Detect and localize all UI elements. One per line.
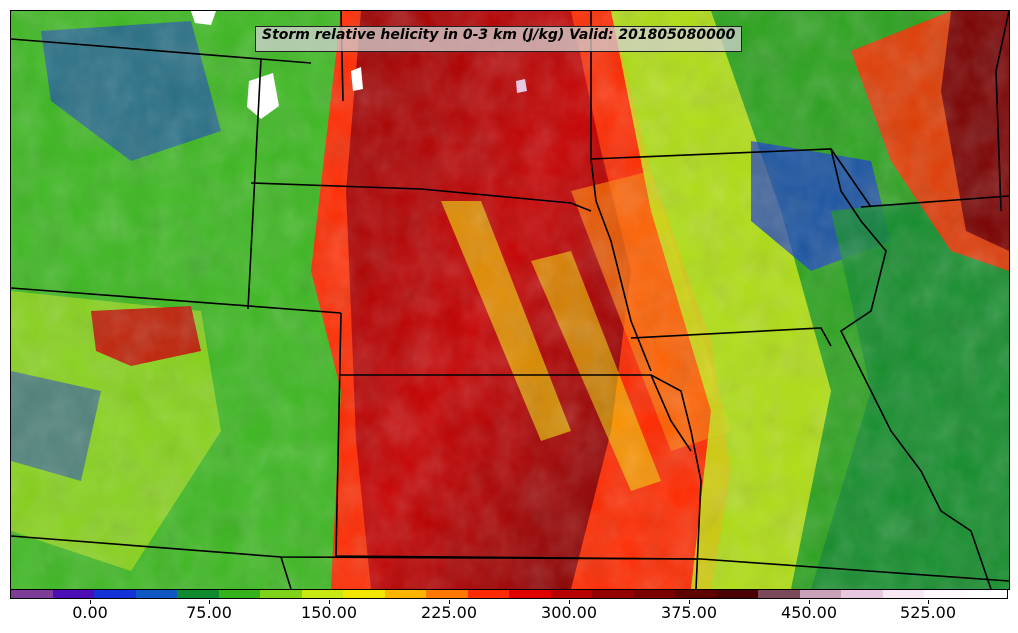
colorbar-swatch: [758, 590, 800, 598]
colorbar-swatch: [550, 590, 592, 598]
colorbar-tick-label: 75.00: [186, 603, 232, 622]
state-borders: [11, 11, 1009, 589]
colorbar-tick-label: 525.00: [900, 603, 956, 622]
spot-white-2: [516, 79, 527, 93]
border-ne-south: [339, 374, 692, 452]
colorbar-tick-mark: [689, 600, 690, 604]
colorbar-swatch: [841, 590, 883, 598]
colorbar-swatch: [592, 590, 634, 598]
border-wi-il: [860, 195, 1009, 208]
colorbar-tick-label: 450.00: [781, 603, 837, 622]
map-panel: Storm relative helicity in 0-3 km (J/kg)…: [10, 10, 1010, 590]
colorbar-swatch: [135, 590, 177, 598]
colorbar-swatch: [882, 590, 924, 598]
border-dakotas: [250, 182, 592, 212]
colorbar-swatch: [924, 590, 966, 598]
colorbar-ticks: 0.00 75.00 150.00 225.00 300.00 375.00 450.00 5…: [10, 600, 1008, 630]
colorbar-swatch: [260, 590, 302, 598]
colorbar-tick-mark: [449, 600, 450, 604]
colorbar-tick-mark: [209, 600, 210, 604]
spot-white-1: [247, 73, 279, 119]
border-co-nm: [280, 556, 292, 589]
map-title: Storm relative helicity in 0-3 km (J/kg)…: [255, 26, 743, 52]
border-il-in: [995, 11, 1009, 212]
colorbar-tick-mark: [90, 600, 91, 604]
colorbar-swatch: [11, 590, 53, 598]
spot-white-3: [351, 67, 363, 91]
border-mo-river: [650, 374, 702, 589]
colorbar-tick-mark: [809, 600, 810, 604]
colorbar-tick-label: 150.00: [301, 603, 357, 622]
border-wy-south: [11, 287, 342, 314]
spot-white-4: [191, 11, 216, 25]
colorbar-swatch: [675, 590, 717, 598]
colorbar-swatch: [716, 590, 758, 598]
colorbar-swatch: [509, 590, 551, 598]
colorbar: [10, 589, 1008, 599]
border-mn-ia: [590, 158, 652, 372]
colorbar-swatch: [467, 590, 509, 598]
border-wy-west: [247, 58, 262, 310]
colorbar-swatch: [426, 590, 468, 598]
colorbar-tick-mark: [928, 600, 929, 604]
colorbar-tick-label: 375.00: [661, 603, 717, 622]
border-ks-ok: [11, 535, 1009, 582]
colorbar-tick-label: 0.00: [72, 603, 108, 622]
colorbar-swatch: [52, 590, 94, 598]
colorbar-tick-mark: [569, 600, 570, 604]
colorbar-swatch: [384, 590, 426, 598]
colorbar-swatch: [965, 590, 1007, 598]
colorbar-swatch: [633, 590, 675, 598]
colorbar-swatch: [343, 590, 385, 598]
colorbar-swatch: [301, 590, 343, 598]
helicity-map: [11, 11, 1009, 589]
colorbar-swatch: [218, 590, 260, 598]
colorbar-tick-mark: [329, 600, 330, 604]
colorbar-tick-label: 225.00: [421, 603, 477, 622]
colorbar-tick-label: 300.00: [541, 603, 597, 622]
colorbar-swatch: [94, 590, 136, 598]
colorbar-swatch: [177, 590, 219, 598]
border-mississippi: [830, 148, 992, 589]
border-ia-mo: [630, 327, 832, 347]
colorbar-swatch: [799, 590, 841, 598]
